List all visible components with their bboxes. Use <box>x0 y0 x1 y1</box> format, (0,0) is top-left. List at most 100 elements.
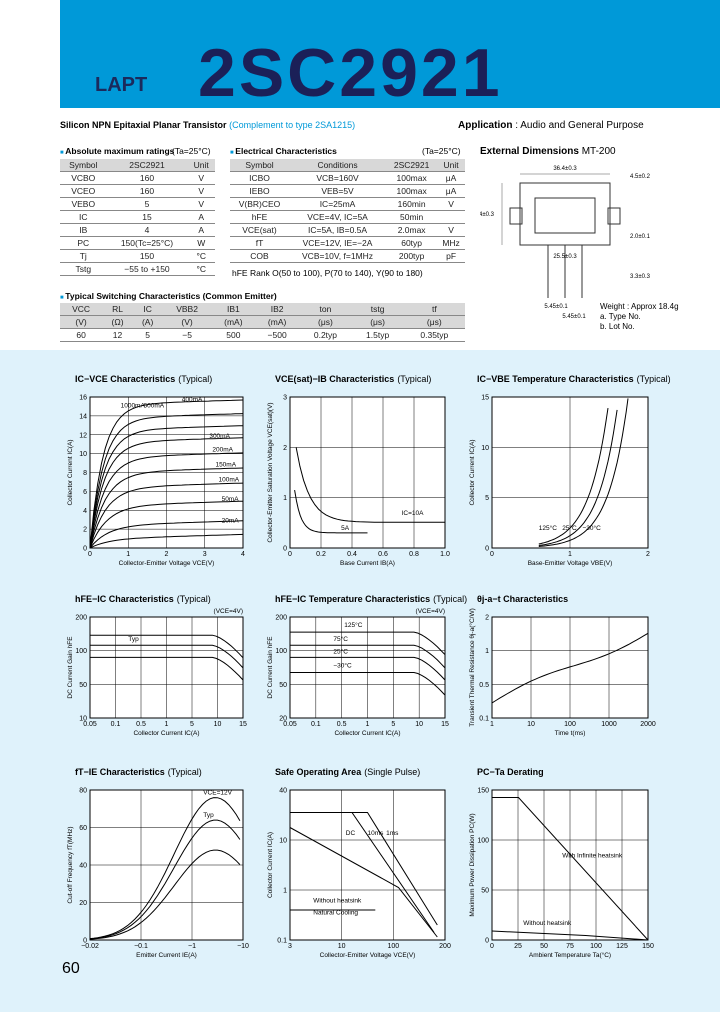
dimension-label: 3.3±0.3 <box>630 274 651 280</box>
graph: hFE−IC Characteristics (Typical)(VCE=4V) 0… <box>67 594 247 737</box>
curve <box>290 644 446 669</box>
table-row: VEBO 5 V <box>60 197 215 211</box>
x-tick-label: 1000 <box>601 721 617 728</box>
graph-title-main: hFE−IC Characteristics <box>75 594 174 604</box>
graph-title: VCE(sat)−IB Characteristics (Typical) <box>275 374 431 384</box>
y-tick-label: 80 <box>79 788 87 795</box>
package: MT-200 <box>581 146 616 157</box>
graph-title: Safe Operating Area (Single Pulse) <box>275 767 420 777</box>
y-axis-label: Transient Thermal Resistance θj-a(°C/W) <box>468 608 476 727</box>
annotation: 125°C <box>344 621 362 629</box>
complement: (Complement to type 2SA1215) <box>229 120 356 130</box>
table-cell: 0.35typ <box>403 328 465 342</box>
x-tick-label: 15 <box>239 721 247 728</box>
x-tick-label: 2 <box>646 551 650 558</box>
plot-area <box>289 396 446 549</box>
mount-tab <box>509 207 523 225</box>
curve <box>89 500 244 549</box>
x-tick-label: 10 <box>527 721 535 728</box>
hfe-rank-label: hFE Rank <box>232 268 270 278</box>
graph: PC−Ta Derating 0 25 50 75 100 125 150 0 50 100 150 A… <box>469 767 654 959</box>
curve <box>290 656 446 681</box>
y-tick-label: 50 <box>279 682 287 689</box>
header-cell: (mA) <box>211 315 255 329</box>
x-tick-label: −10 <box>237 943 249 950</box>
curve <box>89 819 241 940</box>
weight: Weight : Approx 18.4g <box>600 302 679 311</box>
table-cell: 2.0max <box>386 223 438 237</box>
annotation: Typ <box>128 636 139 643</box>
table-cell: °C <box>187 249 215 263</box>
table-row: PC 150(Tc=25°C) W <box>60 236 215 250</box>
page-number: 60 <box>62 960 80 977</box>
table-row: IB 4 A <box>60 223 215 237</box>
curve <box>90 634 244 659</box>
table-cell: A <box>187 210 215 224</box>
graph-condition: (VCE=4V) <box>214 608 243 615</box>
section-title: Typical Switching Characteristics (Commo… <box>60 291 276 301</box>
header-cell: (A) <box>132 315 163 329</box>
table-cell: 60 <box>60 328 103 342</box>
annotation: 300mA <box>209 433 230 440</box>
x-tick-label: 4 <box>241 551 245 558</box>
x-tick-label: 125 <box>616 943 628 950</box>
graph-title-main: θj-a−t Characteristics <box>477 594 568 604</box>
condition: (Ta=25°C) <box>172 146 211 156</box>
device-type: Silicon NPN Epitaxial Planar Transistor <box>60 120 227 130</box>
table-cell: VCB=160V <box>288 171 387 185</box>
curve <box>538 409 618 546</box>
x-tick-label: 0.5 <box>136 721 146 728</box>
x-tick-label: 10 <box>415 721 423 728</box>
switching-table: VCC RL IC VBB2 IB1 IB2 ton tstg tf (V) (Ω) (A) (V) (m… <box>60 303 465 342</box>
annotation: Natural Cooling <box>313 910 358 917</box>
package-body <box>534 197 596 234</box>
y-tick-label: 50 <box>481 888 489 895</box>
x-tick-label: 1 <box>366 721 370 728</box>
annotation: −30°C <box>333 662 352 670</box>
x-tick-label: 5 <box>391 721 395 728</box>
table-cell: fT <box>230 236 289 250</box>
plot-area <box>289 789 446 941</box>
curve <box>90 656 244 681</box>
table-cell: V <box>437 223 465 237</box>
x-tick-label: 2 <box>165 551 169 558</box>
table-row: Symbol 2SC2921 Unit <box>60 159 215 172</box>
annotation: 600mA <box>144 403 165 410</box>
graph-title-note: (Single Pulse) <box>364 767 420 777</box>
y-axis-label: Collector Current IC(A) <box>469 439 476 505</box>
table-cell: VEB=5V <box>288 184 387 198</box>
table-cell: IC=25mA <box>288 197 387 211</box>
dimensions-heading: External Dimensions MT-200 <box>480 146 616 157</box>
table-row: hFE VCE=4V, IC=5A 50min <box>230 210 465 224</box>
x-axis-label: Collector-Emitter Voltage VCE(V) <box>320 952 416 959</box>
dimension-label: 5.45±0.1 <box>544 304 568 310</box>
curve <box>89 437 244 549</box>
application: Application : Audio and General Purpose <box>458 120 644 131</box>
y-tick-label: 16 <box>79 395 87 402</box>
table-cell: 5 <box>132 328 163 342</box>
graph-title: IC−VCE Characteristics (Typical) <box>75 374 212 384</box>
table-cell: −5 <box>162 328 212 342</box>
dimension-label: 5.45±0.1 <box>562 314 586 320</box>
graph-title: PC−Ta Derating <box>477 767 544 777</box>
table-cell: IC <box>60 210 107 224</box>
annotation: 1000mA <box>121 403 146 410</box>
table-row: VCBO 160 V <box>60 171 215 185</box>
dimensions-title: External Dimensions <box>480 146 579 157</box>
curve <box>289 827 438 938</box>
table-cell: IB <box>60 223 107 237</box>
annotation: −30°C <box>582 524 601 532</box>
y-tick-label: 150 <box>477 788 489 795</box>
curve <box>290 812 435 933</box>
y-axis-label: Collector Current IC(A) <box>267 832 274 898</box>
y-tick-label: 10 <box>481 445 489 452</box>
table-row: VCC RL IC VBB2 IB1 IB2 ton tstg tf <box>60 303 465 316</box>
x-axis-label: Emitter Current IE(A) <box>136 952 197 959</box>
table-cell: W <box>187 236 215 250</box>
y-tick-label: 40 <box>79 863 87 870</box>
x-axis-label: Base Current IB(A) <box>340 560 395 567</box>
graph-title-main: fT−IE Characteristics <box>75 767 165 777</box>
curve <box>491 632 649 704</box>
y-tick-label: 8 <box>83 470 87 477</box>
x-tick-label: −1 <box>188 943 196 950</box>
